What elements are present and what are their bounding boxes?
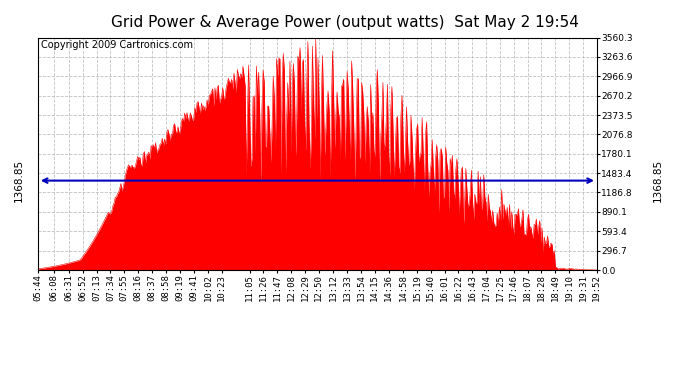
Text: 1368.85: 1368.85 <box>14 159 24 202</box>
Text: 1368.85: 1368.85 <box>653 159 662 202</box>
Text: Grid Power & Average Power (output watts)  Sat May 2 19:54: Grid Power & Average Power (output watts… <box>111 15 579 30</box>
Text: Copyright 2009 Cartronics.com: Copyright 2009 Cartronics.com <box>41 40 193 50</box>
